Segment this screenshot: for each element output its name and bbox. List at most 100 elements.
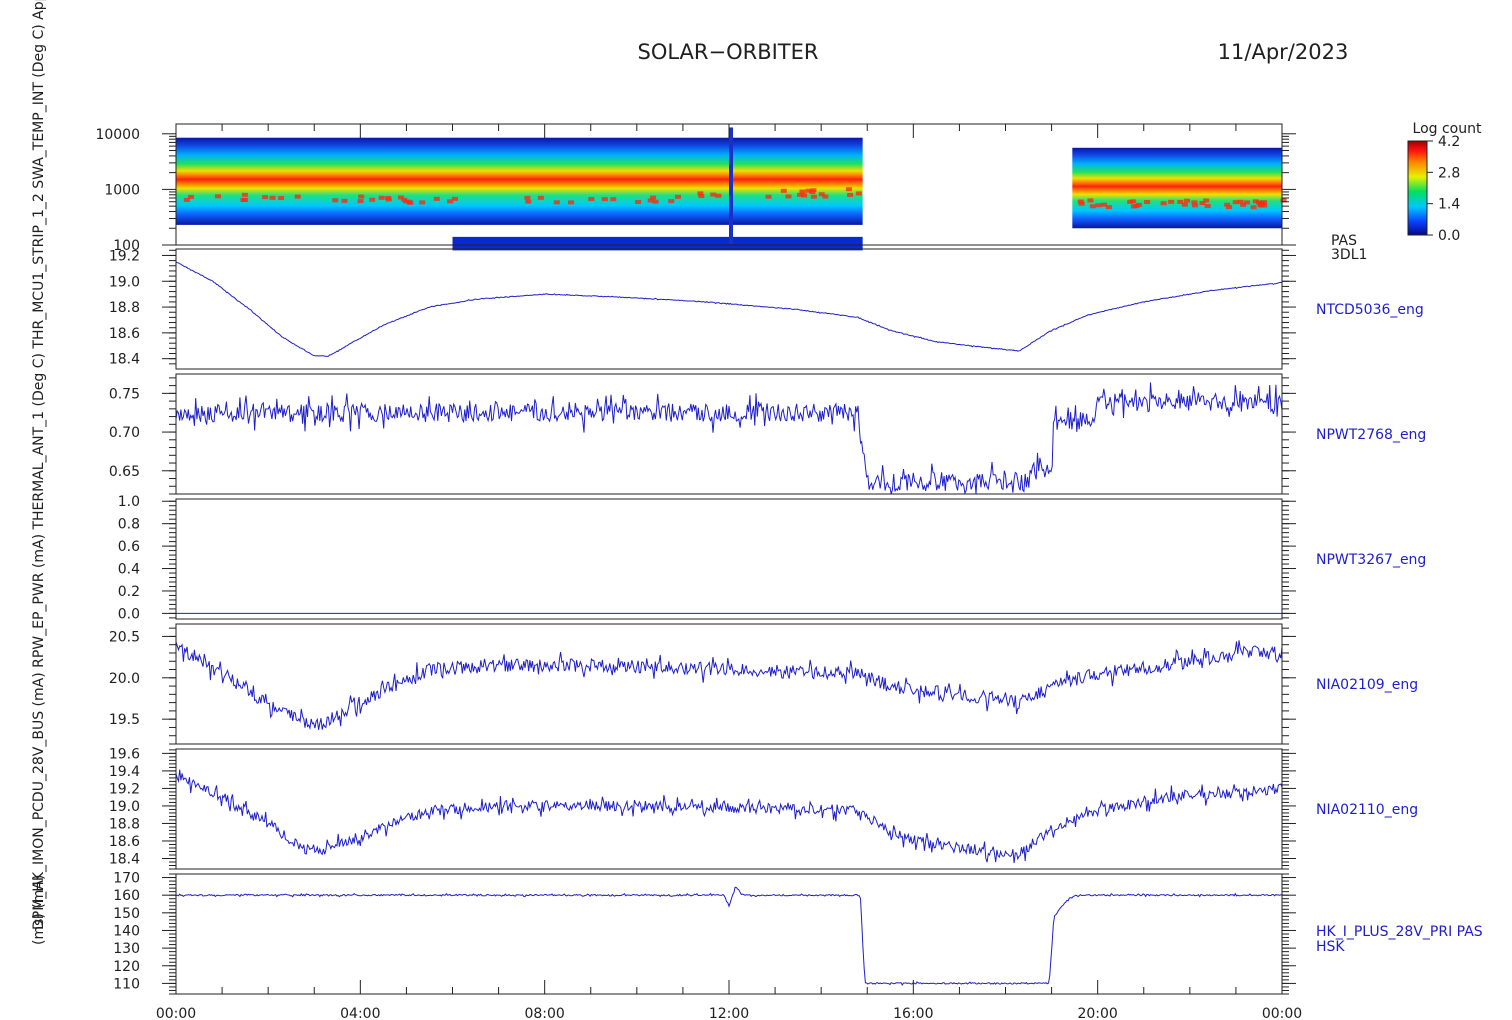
panel-frame xyxy=(175,623,1283,745)
series-trace xyxy=(175,382,1283,495)
y-tick-label: 150 xyxy=(113,906,140,922)
spectrogram-peak-mark xyxy=(697,191,704,196)
panel-right-label: HSK xyxy=(1316,939,1345,955)
spectrogram-peak-mark xyxy=(799,189,806,194)
y-tick-label: 0.0 xyxy=(118,606,140,622)
series-trace xyxy=(175,640,1283,731)
panel-right-label: NIA02109_eng xyxy=(1316,677,1418,693)
spectrogram-peak-mark xyxy=(406,199,413,204)
y-tick-label: 18.4 xyxy=(109,851,140,867)
spectrogram-peak-mark xyxy=(698,194,705,199)
spectrogram-peak-mark xyxy=(809,190,816,195)
spectrogram-peak-mark xyxy=(668,199,675,204)
series-trace xyxy=(175,261,1283,357)
spectrogram-peak-mark xyxy=(378,195,385,200)
spectrogram-peak-mark xyxy=(845,187,852,192)
panel-2: 19.2 19.0 18.8 18.6 18.4 NTCD5036_eng xyxy=(109,248,1424,370)
spectrogram-peak-mark xyxy=(810,194,817,199)
spectrogram-peak-mark xyxy=(369,197,376,202)
spectrogram-peak-mark xyxy=(1203,198,1210,203)
x-tick-label: 20:00 xyxy=(1077,1006,1117,1020)
spectrogram-peak-mark xyxy=(1252,199,1259,204)
x-tick-label: 08:00 xyxy=(524,1006,564,1020)
colorbar-scale xyxy=(1407,140,1428,236)
y-tick-label: 130 xyxy=(113,941,140,957)
spectrogram-peak-mark xyxy=(822,194,829,199)
series-trace xyxy=(175,769,1283,864)
y-tick-label: 18.6 xyxy=(109,326,140,342)
y-tick-label: 1000 xyxy=(104,182,140,198)
series-trace xyxy=(175,886,1283,986)
spectrogram-low-fringe xyxy=(452,236,863,251)
x-tick-label: 12:00 xyxy=(709,1006,749,1020)
panel-right-label: 3DL1 xyxy=(1331,247,1367,263)
panel-5: 20.5 20.0 19.5 NIA02109_eng xyxy=(109,623,1418,745)
panel-right-label: NPWT3267_eng xyxy=(1316,552,1426,568)
y-tick-label: 0.75 xyxy=(109,386,140,402)
spectrogram-peak-mark xyxy=(1226,205,1233,210)
plot-title: SOLAR−ORBITER xyxy=(637,40,818,64)
y-tick-label: 0.8 xyxy=(118,517,140,533)
y-tick-label: 0.4 xyxy=(118,562,140,578)
colorbar-tick-label: 2.8 xyxy=(1438,165,1460,181)
spectrogram-peak-mark xyxy=(1280,198,1287,203)
y-tick-label: 0.65 xyxy=(109,464,140,480)
spectrogram-peak-mark xyxy=(855,191,862,196)
y-tick-label: 120 xyxy=(113,959,140,975)
spectrogram-peak-mark xyxy=(187,194,194,199)
spectrogram-peak-mark xyxy=(553,200,560,205)
y-tick-label: 0.6 xyxy=(118,539,140,555)
spectrogram-peak-mark xyxy=(1191,200,1198,205)
spectrogram-peak-mark xyxy=(433,196,440,201)
spectrogram-peak-mark xyxy=(1168,199,1175,204)
y-tick-label: 160 xyxy=(113,888,140,904)
spectrogram-peak-mark xyxy=(1144,199,1151,204)
spectrogram-peak-mark xyxy=(524,195,531,200)
spectrogram-peak-mark xyxy=(785,194,792,199)
spectrogram-peak-mark xyxy=(1244,200,1251,205)
y-tick-label: 20.0 xyxy=(109,671,140,687)
y-tick-label: 18.8 xyxy=(109,816,140,832)
y-tick-label: 110 xyxy=(113,976,140,992)
spectrogram-peak-mark xyxy=(1204,204,1211,209)
spectrogram-peak-mark xyxy=(240,197,247,202)
panel-frame xyxy=(175,873,1283,995)
spectrogram-peak-mark xyxy=(262,195,269,200)
spectrogram-peak-mark xyxy=(1184,198,1191,203)
spectrogram-peak-mark xyxy=(385,197,392,202)
spectrogram-peak-mark xyxy=(1181,202,1188,207)
spectrogram-peak-mark xyxy=(588,196,595,201)
spectrogram-peak-mark xyxy=(1191,203,1198,208)
spectrogram-peak-mark xyxy=(674,194,681,199)
y-tick-label: 18.8 xyxy=(109,300,140,316)
spectrogram-peak-mark xyxy=(647,198,654,203)
left-axis-label-names: DPM_HK_IMON_PCDU_28V_BUS (mA) RPW_EP_PWR… xyxy=(31,0,47,930)
spectrogram-peak-mark xyxy=(357,199,364,204)
plot-date: 11/Apr/2023 xyxy=(1218,40,1349,64)
colorbar-tick-label: 0.0 xyxy=(1438,228,1460,244)
panel-3: 0.75 0.70 0.65 NPWT2768_eng xyxy=(109,373,1426,495)
spectrogram-peak-mark xyxy=(818,192,825,197)
spectrogram-peak-mark xyxy=(568,200,575,205)
spectrogram-peak-mark xyxy=(1237,199,1244,204)
spectrogram-peak-mark xyxy=(1127,199,1134,204)
spectrogram-peak-mark xyxy=(451,196,458,201)
x-tick-label: 00:00 xyxy=(1262,1006,1302,1020)
y-tick-label: 18.4 xyxy=(109,352,140,368)
panel-6: 19.6 19.419.2 19.018.8 18.618.4 NIA02110_eng xyxy=(109,746,1418,870)
spectrogram-peak-mark xyxy=(419,200,426,205)
spectrogram-peak-mark xyxy=(710,192,717,197)
panel-frame xyxy=(175,373,1283,495)
spectrogram-spike xyxy=(729,127,733,245)
spectrogram-peak-mark xyxy=(358,194,365,199)
spectrogram-peak-mark xyxy=(1250,205,1257,210)
spectrogram-peak-mark xyxy=(610,197,617,202)
y-tick-label: 10000 xyxy=(95,127,140,143)
y-tick-label: 19.5 xyxy=(109,712,140,728)
spectrogram-peak-mark xyxy=(650,195,657,200)
spectrogram-peak-mark xyxy=(214,194,221,199)
y-tick-label: 140 xyxy=(113,923,140,939)
